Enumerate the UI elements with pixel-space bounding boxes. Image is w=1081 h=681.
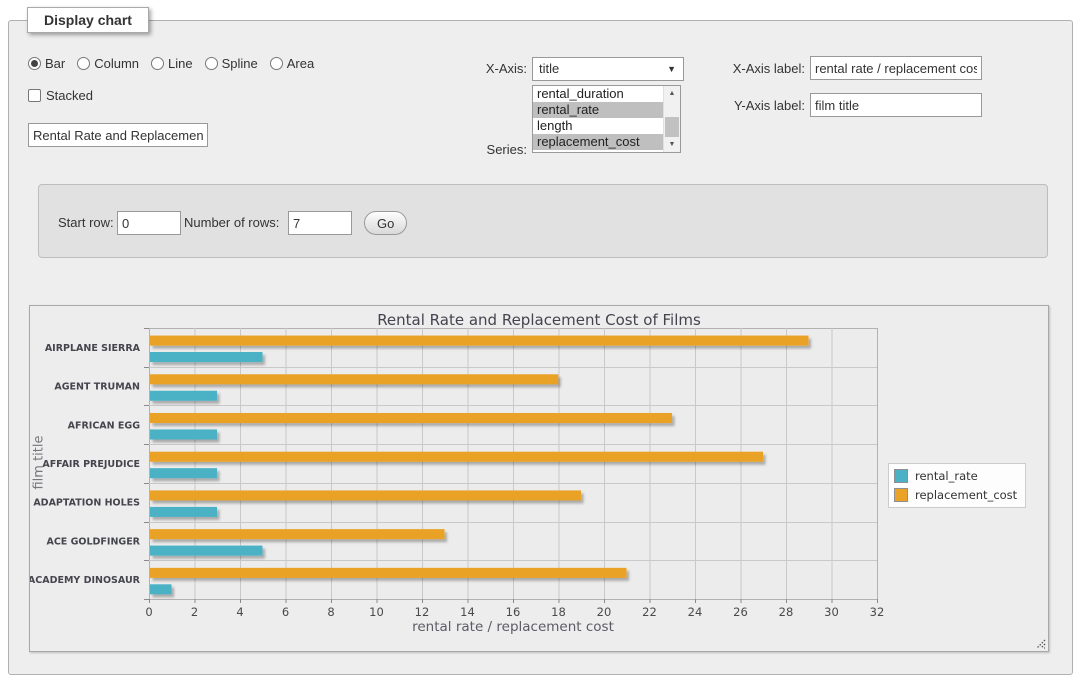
chart-bar-rental_rate xyxy=(150,429,217,439)
chart-bar-rental_rate xyxy=(150,507,217,517)
chart-type-radio-label: Area xyxy=(287,56,314,71)
x-tick-label: 2 xyxy=(191,605,198,619)
x-tick-label: 24 xyxy=(688,605,703,619)
chart-legend: rental_rate replacement_cost xyxy=(888,463,1026,508)
series-option-rental_rate[interactable]: rental_rate xyxy=(533,102,663,118)
radio-icon[interactable] xyxy=(28,57,41,70)
x-tick-label: 10 xyxy=(369,605,384,619)
category-label: ACADEMY DINOSAUR xyxy=(30,575,141,586)
start-row-label: Start row: xyxy=(58,215,114,230)
radio-icon[interactable] xyxy=(270,57,283,70)
chart-bar-replacement_cost xyxy=(150,568,627,578)
chevron-down-icon: ▼ xyxy=(667,58,676,81)
radio-icon[interactable] xyxy=(205,57,218,70)
chart-type-radio-label: Spline xyxy=(222,56,258,71)
legend-item-replacement_cost: replacement_cost xyxy=(894,488,1017,502)
chart-type-radio-column[interactable]: Column xyxy=(77,56,139,71)
chart-bar-replacement_cost xyxy=(150,490,581,500)
chart-type-options: Bar Column Line Spline Area xyxy=(28,56,320,71)
x-tick-label: 18 xyxy=(551,605,566,619)
legend-swatch-icon xyxy=(894,488,908,502)
x-axis-select[interactable]: title ▼ xyxy=(532,57,684,81)
chart-type-radio-bar[interactable]: Bar xyxy=(28,56,65,71)
legend-label: replacement_cost xyxy=(915,488,1017,502)
series-options-list: rental_durationrental_ratelengthreplacem… xyxy=(533,86,663,152)
chart-x-axis-title: rental rate / replacement cost xyxy=(149,619,877,635)
go-button[interactable]: Go xyxy=(364,211,407,235)
x-tick-label: 26 xyxy=(733,605,748,619)
chart-bar-rental_rate xyxy=(150,391,217,401)
legend-item-rental_rate: rental_rate xyxy=(894,469,1017,483)
chart-type-radio-label: Bar xyxy=(45,56,65,71)
x-tick-label: 8 xyxy=(327,605,334,619)
chart-type-radio-line[interactable]: Line xyxy=(151,56,193,71)
chart-container: Rental Rate and Replacement Cost of Film… xyxy=(29,305,1049,652)
x-tick-label: 22 xyxy=(642,605,657,619)
legend-label: rental_rate xyxy=(915,469,978,483)
chart-bar-rental_rate xyxy=(150,584,172,594)
x-tick-label: 32 xyxy=(870,605,885,619)
x-axis-label-field-label: X-Axis label: xyxy=(680,61,805,76)
radio-icon[interactable] xyxy=(77,57,90,70)
x-tick-label: 4 xyxy=(236,605,243,619)
x-tick-label: 20 xyxy=(597,605,612,619)
y-axis-label-field-label: Y-Axis label: xyxy=(680,98,805,113)
series-option-length[interactable]: length xyxy=(533,118,663,134)
stacked-checkbox[interactable] xyxy=(28,89,41,102)
scroll-down-icon[interactable]: ▼ xyxy=(664,137,680,152)
x-tick-label: 6 xyxy=(282,605,289,619)
category-label: AFRICAN EGG xyxy=(68,420,141,431)
x-tick-label: 30 xyxy=(824,605,839,619)
chart-bar-replacement_cost xyxy=(150,336,809,346)
scrollbar-thumb[interactable] xyxy=(665,117,679,137)
fieldset-legend: Display chart xyxy=(27,7,149,33)
chart-type-radio-spline[interactable]: Spline xyxy=(205,56,258,71)
series-label: Series: xyxy=(420,142,527,157)
chart-bar-replacement_cost xyxy=(150,413,672,423)
x-tick-label: 14 xyxy=(460,605,475,619)
chart-bar-replacement_cost xyxy=(150,374,558,384)
chart-bar-rental_rate xyxy=(150,352,263,362)
scroll-up-icon[interactable]: ▲ xyxy=(664,86,680,101)
chart-y-axis-title: film title xyxy=(32,363,47,563)
x-axis-label: X-Axis: xyxy=(420,61,527,76)
chart-bar-rental_rate xyxy=(150,468,217,478)
x-tick-label: 16 xyxy=(506,605,521,619)
chart-type-radio-label: Line xyxy=(168,56,193,71)
stacked-option[interactable]: Stacked xyxy=(28,88,93,103)
chart-title-input[interactable] xyxy=(28,123,208,147)
category-label: ADAPTATION HOLES xyxy=(33,498,140,509)
x-axis-selected-value: title xyxy=(539,61,559,76)
chart-type-radio-area[interactable]: Area xyxy=(270,56,314,71)
x-tick-label: 12 xyxy=(415,605,430,619)
series-scrollbar[interactable]: ▲ ▼ xyxy=(663,86,680,152)
y-axis-label-input[interactable] xyxy=(810,93,982,117)
start-row-input[interactable] xyxy=(117,211,181,235)
number-of-rows-label: Number of rows: xyxy=(184,215,279,230)
x-tick-label: 0 xyxy=(145,605,152,619)
category-label: AFFAIR PREJUDICE xyxy=(42,459,140,470)
x-axis-label-input[interactable] xyxy=(810,56,982,80)
legend-swatch-icon xyxy=(894,469,908,483)
x-tick-label: 28 xyxy=(779,605,794,619)
row-controls-panel: Start row: Number of rows: Go xyxy=(38,184,1048,258)
resize-grip-icon[interactable] xyxy=(1034,637,1046,649)
page: Display chart Bar Column Line Spline Area St… xyxy=(0,0,1081,681)
category-label: AIRPLANE SIERRA xyxy=(45,343,141,354)
number-of-rows-input[interactable] xyxy=(288,211,352,235)
series-option-replacement_cost[interactable]: replacement_cost xyxy=(533,134,663,150)
category-label: AGENT TRUMAN xyxy=(54,382,140,393)
chart-bar-replacement_cost xyxy=(150,529,445,539)
radio-icon[interactable] xyxy=(151,57,164,70)
series-multiselect[interactable]: rental_durationrental_ratelengthreplacem… xyxy=(532,85,681,153)
chart-bar-rental_rate xyxy=(150,546,263,556)
series-option-rental_duration[interactable]: rental_duration xyxy=(533,86,663,102)
chart-type-radio-label: Column xyxy=(94,56,139,71)
stacked-label: Stacked xyxy=(46,88,93,103)
category-label: ACE GOLDFINGER xyxy=(46,536,140,547)
chart-bar-replacement_cost xyxy=(150,452,763,462)
